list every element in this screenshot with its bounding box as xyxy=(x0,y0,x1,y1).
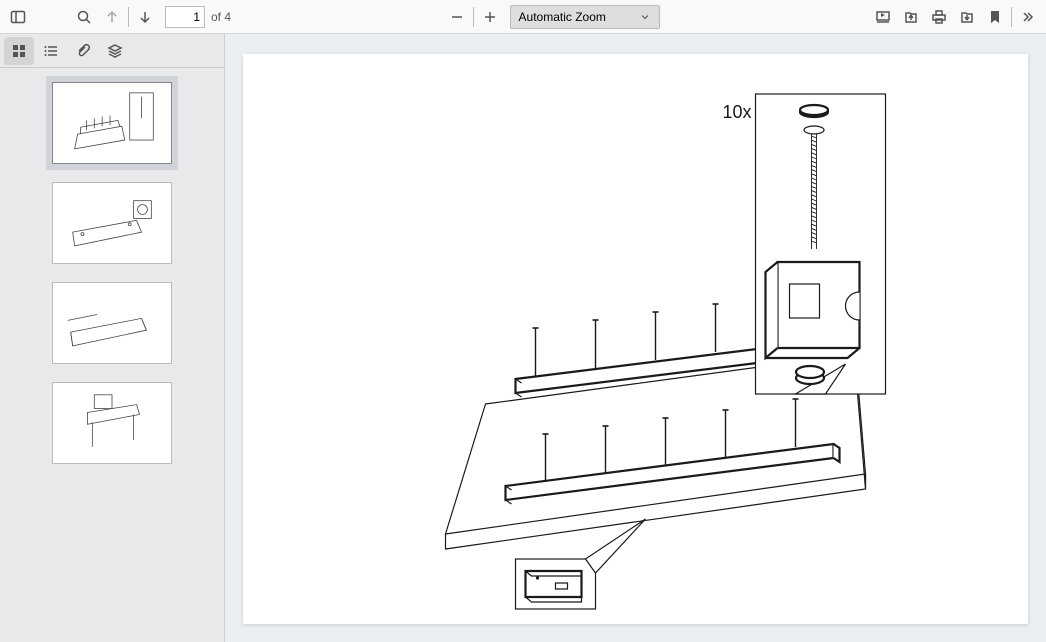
thumbnail-list xyxy=(0,68,224,642)
open-icon xyxy=(903,9,919,25)
layers-tab[interactable] xyxy=(100,37,130,65)
page-canvas: 10x xyxy=(243,54,1028,624)
separator xyxy=(1011,7,1012,27)
document-viewport[interactable]: 10x xyxy=(225,34,1046,642)
zoom-in-button[interactable] xyxy=(476,3,504,31)
zoom-select-label: Automatic Zoom xyxy=(519,10,606,24)
minus-icon xyxy=(449,9,465,25)
thumbnail-page-2[interactable] xyxy=(52,182,172,264)
toolbar: of 4 Automatic Zoom xyxy=(0,0,1046,34)
attachments-tab[interactable] xyxy=(68,37,98,65)
sidebar-toggle-button[interactable] xyxy=(4,3,32,31)
separator xyxy=(128,7,129,27)
search-icon xyxy=(76,9,92,25)
open-file-button[interactable] xyxy=(897,3,925,31)
thumb-preview-icon xyxy=(53,383,171,464)
presentation-button[interactable] xyxy=(869,3,897,31)
zoom-select[interactable]: Automatic Zoom xyxy=(510,5,660,29)
thumb-preview-icon xyxy=(53,83,171,164)
svg-text:10x: 10x xyxy=(722,102,751,122)
thumbnail-page-1[interactable] xyxy=(52,82,172,164)
thumb-preview-icon xyxy=(53,183,171,264)
layers-icon xyxy=(107,43,123,59)
separator xyxy=(473,7,474,27)
print-button[interactable] xyxy=(925,3,953,31)
sidebar xyxy=(0,34,225,642)
thumbnail-page-3[interactable] xyxy=(52,282,172,364)
print-icon xyxy=(931,9,947,25)
thumbnail-page-4[interactable] xyxy=(52,382,172,464)
zoom-out-button[interactable] xyxy=(443,3,471,31)
sidebar-icon xyxy=(10,9,26,25)
assembly-diagram: 10x xyxy=(243,54,1028,624)
page-count-label: of 4 xyxy=(205,10,239,24)
main-area: 10x xyxy=(0,34,1046,642)
tools-menu-button[interactable] xyxy=(1014,3,1042,31)
thumb-preview-icon xyxy=(53,283,171,364)
chevrons-right-icon xyxy=(1020,9,1036,25)
find-button[interactable] xyxy=(70,3,98,31)
list-icon xyxy=(43,43,59,59)
download-button[interactable] xyxy=(953,3,981,31)
prev-page-button[interactable] xyxy=(98,3,126,31)
presentation-icon xyxy=(875,9,891,25)
bookmark-icon xyxy=(987,9,1003,25)
outline-tab[interactable] xyxy=(36,37,66,65)
sidebar-tabs xyxy=(0,34,224,68)
thumbnails-tab[interactable] xyxy=(4,37,34,65)
page-number-input[interactable] xyxy=(165,6,205,28)
paperclip-icon xyxy=(75,43,91,59)
next-page-button[interactable] xyxy=(131,3,159,31)
grid-icon xyxy=(11,43,27,59)
arrow-down-icon xyxy=(137,9,153,25)
arrow-up-icon xyxy=(104,9,120,25)
download-icon xyxy=(959,9,975,25)
bookmark-button[interactable] xyxy=(981,3,1009,31)
plus-icon xyxy=(482,9,498,25)
chevron-down-icon xyxy=(639,11,651,23)
